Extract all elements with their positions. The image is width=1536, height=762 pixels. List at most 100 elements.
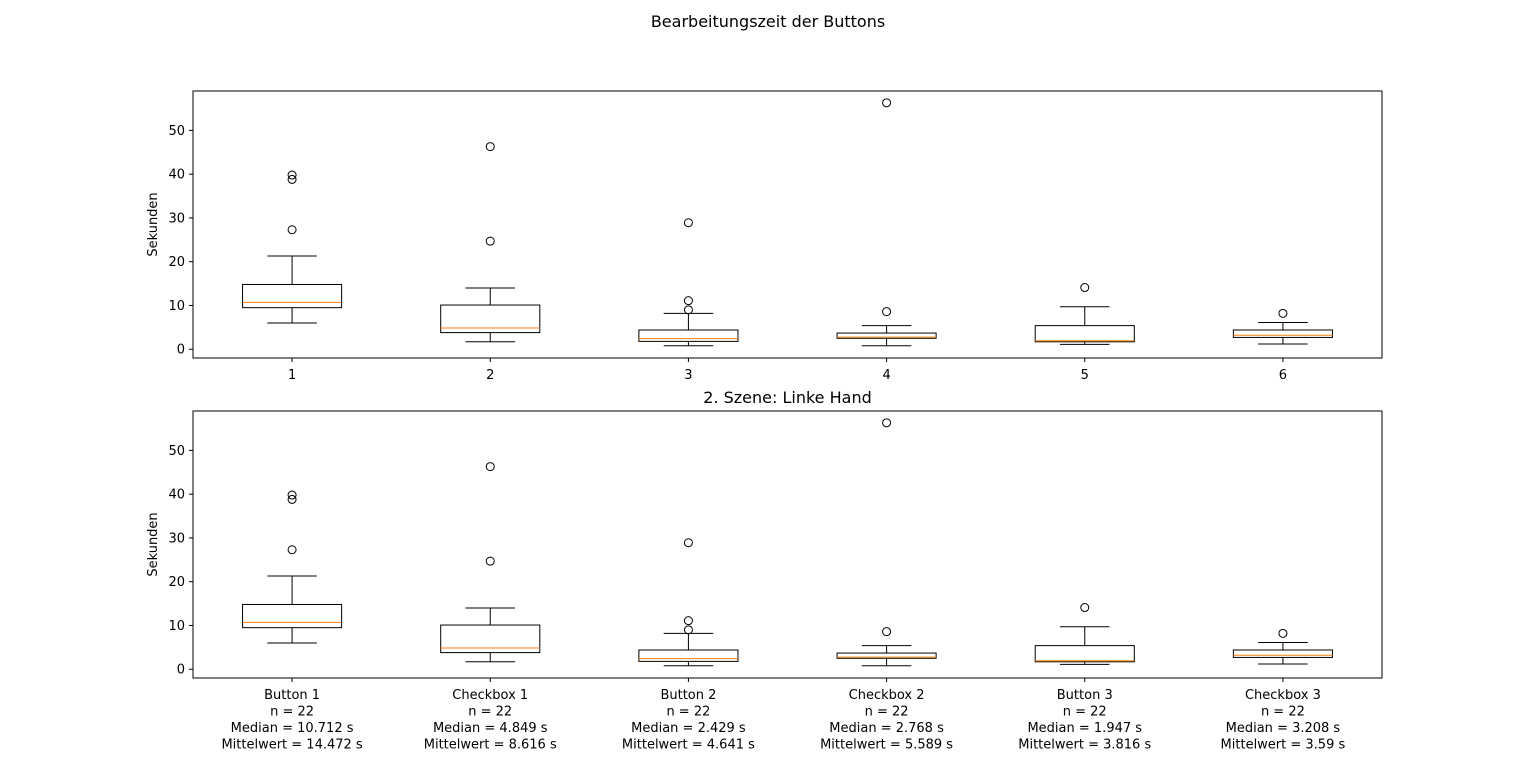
x-tick-label: Button 1 xyxy=(264,688,320,703)
box-3 xyxy=(638,538,739,667)
y-tick-label: 40 xyxy=(168,168,185,183)
subplot-2: 0 10 20 30 40 50 Sekunden 2. Szene: Linke Hand B… xyxy=(146,388,1383,753)
y-tick-label: 30 xyxy=(168,531,185,546)
outlier-point xyxy=(485,236,495,246)
x-tick-label: n = 22 xyxy=(666,705,710,720)
x-tick-label: 3 xyxy=(684,368,692,383)
axes-frame xyxy=(192,90,1383,359)
box-body xyxy=(1232,649,1333,658)
y-tick-label: 10 xyxy=(168,299,185,314)
x-tick-label: n = 22 xyxy=(1063,705,1107,720)
outlier-point xyxy=(882,627,892,637)
box-6 xyxy=(1232,308,1333,345)
box-body xyxy=(1034,325,1135,343)
box-1 xyxy=(242,170,343,324)
outlier-point xyxy=(485,556,495,566)
outlier-point xyxy=(683,616,693,626)
y-axis-label: Sekunden xyxy=(146,192,161,256)
outlier-point xyxy=(287,494,297,504)
x-tick-label: Mittelwert = 3.816 s xyxy=(1018,738,1151,753)
x-tick-label: Button 3 xyxy=(1057,688,1113,703)
y-tick-label: 20 xyxy=(168,575,185,590)
x-tick-label: Mittelwert = 5.589 s xyxy=(820,738,953,753)
x-tick-label: Button 2 xyxy=(660,688,716,703)
outlier-point xyxy=(287,225,297,235)
x-tick-label: Median = 2.768 s xyxy=(829,721,944,736)
box-body xyxy=(836,332,937,339)
box-body xyxy=(638,649,739,662)
subplot-1: 0 10 20 30 40 50 Sekunden 1 2 3 4 5 6 xyxy=(146,90,1383,383)
outlier-point xyxy=(882,307,892,317)
outlier-point xyxy=(683,625,693,635)
x-tick-label: 2 xyxy=(486,368,494,383)
x-tick-label: 5 xyxy=(1081,368,1089,383)
box-2 xyxy=(440,462,541,663)
y-tick-label: 20 xyxy=(168,255,185,270)
y-tick-label: 30 xyxy=(168,211,185,226)
x-tick-label: Median = 1.947 s xyxy=(1027,721,1142,736)
x-tick-label: Checkbox 2 xyxy=(849,688,925,703)
outlier-point xyxy=(287,170,297,180)
outlier-point xyxy=(1278,628,1288,638)
outlier-point xyxy=(287,174,297,184)
x-tick-label: n = 22 xyxy=(865,705,909,720)
outlier-point xyxy=(485,462,495,472)
box-body xyxy=(1034,645,1135,663)
box-body xyxy=(1232,329,1333,338)
figure-title: Bearbeitungszeit der Buttons xyxy=(650,12,886,31)
box-5 xyxy=(1034,283,1135,345)
outlier-point xyxy=(1080,283,1090,293)
outlier-point xyxy=(882,98,892,108)
x-tick-label: Checkbox 3 xyxy=(1245,688,1321,703)
x-tick-label: Mittelwert = 4.641 s xyxy=(622,738,755,753)
y-tick-label: 40 xyxy=(168,488,185,503)
outlier-point xyxy=(1278,308,1288,318)
outlier-point xyxy=(683,538,693,548)
outlier-point xyxy=(485,142,495,152)
box-body xyxy=(440,304,541,334)
x-tick-label: Median = 3.208 s xyxy=(1226,721,1341,736)
outlier-point xyxy=(882,418,892,428)
x-tick-label: 4 xyxy=(882,368,890,383)
y-tick-label: 10 xyxy=(168,619,185,634)
x-tick-label: Mittelwert = 8.616 s xyxy=(424,738,557,753)
box-3 xyxy=(638,218,739,347)
subplot-title: 2. Szene: Linke Hand xyxy=(703,388,871,407)
box-2 xyxy=(440,142,541,343)
outlier-point xyxy=(683,305,693,315)
axes-frame xyxy=(192,410,1383,679)
y-tick-label: 50 xyxy=(168,124,185,139)
x-tick-label: n = 22 xyxy=(468,705,512,720)
outlier-point xyxy=(1080,603,1090,613)
x-tick-label: Median = 2.429 s xyxy=(631,721,746,736)
box-6 xyxy=(1232,628,1333,665)
box-body xyxy=(440,624,541,654)
box-1 xyxy=(242,490,343,644)
y-tick-label: 0 xyxy=(177,343,185,358)
x-tick-label: 1 xyxy=(288,368,296,383)
outlier-point xyxy=(683,218,693,228)
box-4 xyxy=(836,98,937,347)
box-body xyxy=(242,283,343,309)
box-4 xyxy=(836,418,937,667)
y-tick-label: 50 xyxy=(168,444,185,459)
x-tick-label: Median = 10.712 s xyxy=(231,721,354,736)
box-body xyxy=(638,329,739,342)
x-tick-label: Median = 4.849 s xyxy=(433,721,548,736)
outlier-point xyxy=(287,545,297,555)
box-body xyxy=(836,652,937,659)
x-tick-label: 6 xyxy=(1279,368,1287,383)
x-tick-label: Mittelwert = 3.59 s xyxy=(1221,738,1346,753)
x-tick-label: n = 22 xyxy=(1261,705,1305,720)
outlier-point xyxy=(287,490,297,500)
x-tick-label: Mittelwert = 14.472 s xyxy=(221,738,362,753)
box-body xyxy=(242,603,343,629)
y-tick-label: 0 xyxy=(177,663,185,678)
x-tick-label: n = 22 xyxy=(270,705,314,720)
box-5 xyxy=(1034,603,1135,665)
y-axis-label: Sekunden xyxy=(146,512,161,576)
outlier-point xyxy=(683,296,693,306)
x-tick-label: Checkbox 1 xyxy=(452,688,528,703)
